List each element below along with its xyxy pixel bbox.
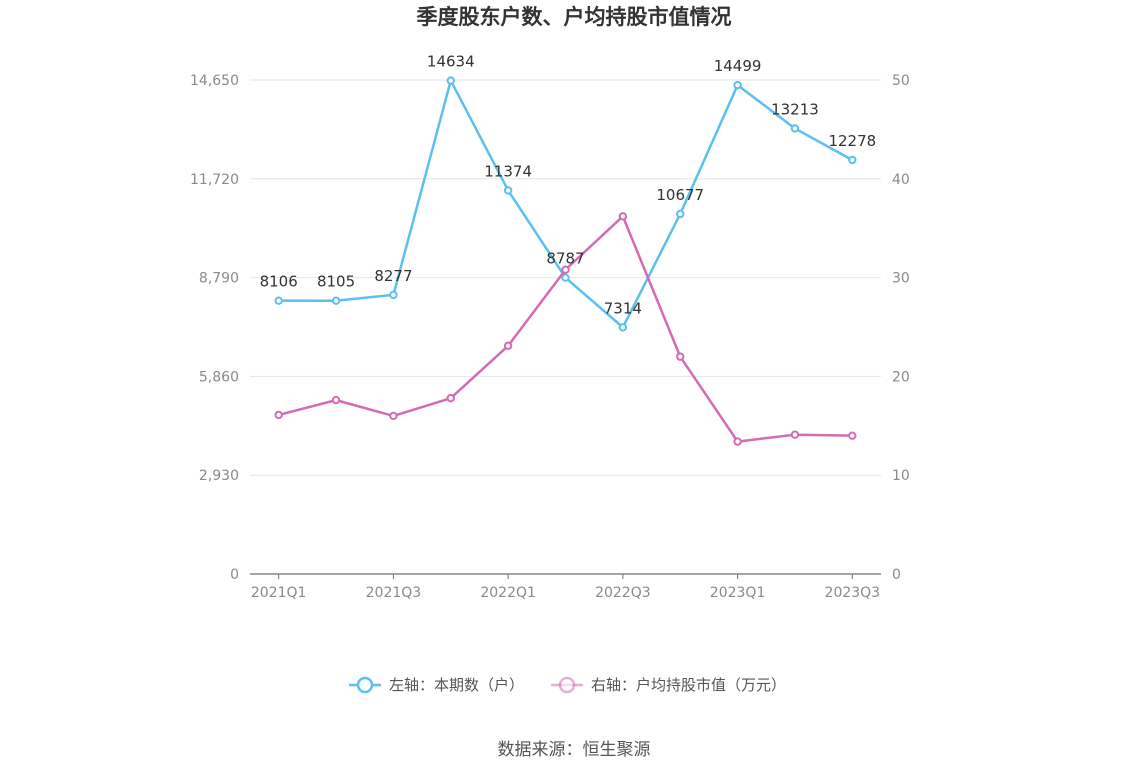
data-point-left[interactable]: [446, 76, 455, 85]
left-axis-tick-label: 5,860: [199, 369, 239, 385]
data-point-left[interactable]: [274, 296, 283, 305]
left-axis-tick-label: 14,650: [190, 73, 239, 89]
data-point-right[interactable]: [618, 212, 628, 221]
right-axis-tick-label: 20: [892, 369, 910, 385]
data-source: 数据来源：恒生聚源: [498, 740, 651, 760]
data-label: 8105: [317, 273, 355, 291]
data-point-left[interactable]: [618, 323, 628, 332]
data-label: 8106: [260, 273, 298, 291]
series-line-left: [278, 79, 853, 329]
data-point-right[interactable]: [446, 393, 455, 403]
legend[interactable]: 左轴：本期数（户） 右轴：户均持股市值（万元）: [349, 676, 786, 694]
data-label: 7314: [604, 299, 642, 317]
data-label: 8787: [546, 250, 584, 268]
data-point-right[interactable]: [274, 410, 283, 420]
series-lines: [274, 76, 857, 446]
data-label: 8277: [374, 267, 412, 285]
right-axis-tick-label: 30: [892, 271, 910, 287]
x-axis-tick-label: 2022Q1: [480, 585, 536, 601]
left-axis-tick-label: 0: [230, 567, 239, 583]
data-point-right[interactable]: [790, 430, 800, 439]
data-point-left[interactable]: [331, 296, 341, 305]
data-point-right[interactable]: [561, 265, 570, 274]
left-axis-tick-label: 2,930: [199, 468, 239, 484]
data-point-left[interactable]: [561, 273, 570, 282]
legend-circle-icon: [356, 676, 374, 694]
x-axis-tick-label: 2021Q1: [251, 585, 307, 601]
legend-circle-icon: [558, 676, 576, 694]
data-point-left[interactable]: [389, 290, 398, 300]
x-axis-tick-label: 2022Q3: [595, 585, 651, 601]
data-point-right[interactable]: [331, 395, 341, 405]
legend-label: 左轴：本期数（户）: [389, 676, 524, 694]
legend-item-right[interactable]: 右轴：户均持股市值（万元）: [551, 676, 786, 694]
data-point-left[interactable]: [503, 186, 513, 195]
data-point-right[interactable]: [503, 341, 513, 350]
right-axis-tick-label: 10: [892, 468, 910, 484]
data-labels: 8106 8105 8277 14634 11374 8787 7314 10677 14499…: [260, 53, 877, 318]
data-point-right[interactable]: [848, 431, 857, 440]
data-label: 11374: [484, 162, 532, 180]
data-point-left[interactable]: [733, 80, 742, 90]
data-label: 14499: [714, 57, 762, 75]
left-axis-tick-label: 8,790: [199, 271, 239, 287]
x-axis-tick-label: 2023Q3: [825, 585, 881, 601]
data-label: 14634: [427, 53, 475, 71]
data-point-left[interactable]: [790, 124, 800, 133]
data-point-left[interactable]: [848, 155, 857, 165]
data-point-right[interactable]: [389, 411, 398, 421]
chart-title: 季度股东户数、户均持股市值情况: [417, 5, 732, 29]
legend-label: 右轴：户均持股市值（万元）: [591, 676, 786, 694]
legend-item-left[interactable]: 左轴：本期数（户）: [349, 676, 524, 694]
data-label: 12278: [828, 132, 876, 150]
data-point-right[interactable]: [676, 352, 685, 361]
axes: 0 0 2,930 10 5,860 20 8,790 30 11,720 40 14,650 50 2…: [190, 73, 910, 601]
data-point-left[interactable]: [676, 209, 685, 219]
data-label: 10677: [656, 186, 704, 204]
x-axis-tick-label: 2023Q1: [710, 585, 766, 601]
right-axis-tick-label: 0: [892, 567, 901, 583]
data-label: 13213: [771, 100, 819, 118]
data-point-right[interactable]: [733, 437, 742, 446]
right-axis-tick-label: 40: [892, 172, 910, 188]
right-axis-tick-label: 50: [892, 73, 910, 89]
left-axis-tick-label: 11,720: [190, 172, 239, 188]
x-axis-tick-label: 2021Q3: [366, 585, 422, 601]
